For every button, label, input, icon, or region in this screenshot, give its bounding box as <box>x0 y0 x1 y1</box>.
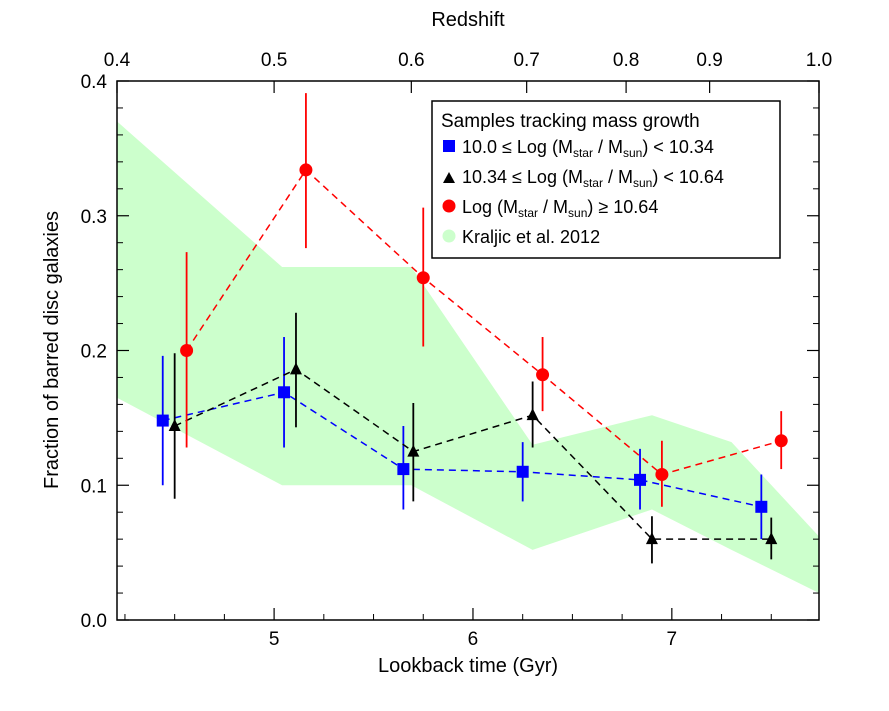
top-axis-title: Redshift <box>431 9 505 31</box>
data-point <box>645 532 658 545</box>
series-layer <box>156 93 788 564</box>
series-square <box>156 337 768 540</box>
data-point <box>289 362 302 375</box>
data-point <box>156 414 169 427</box>
legend-marker-triangle <box>443 172 455 183</box>
series-triangle <box>168 312 778 564</box>
data-point <box>180 344 194 357</box>
series-circle <box>180 93 788 507</box>
series-line <box>185 168 782 476</box>
y-tick-label: 0.4 <box>81 72 108 93</box>
data-point <box>536 368 550 382</box>
data-point <box>278 386 291 399</box>
top-tick-label: 0.4 <box>104 50 131 71</box>
x-tick-label: 6 <box>468 629 479 650</box>
y-tick-label: 0.2 <box>81 342 107 363</box>
legend-marker-band <box>442 229 456 243</box>
legend-title: Samples tracking mass growth <box>441 111 700 132</box>
top-tick-label: 1.0 <box>806 50 832 71</box>
data-point <box>397 463 410 476</box>
series-line <box>162 391 762 508</box>
top-tick-label: 0.9 <box>696 50 722 71</box>
data-point <box>416 271 430 285</box>
data-point <box>407 444 420 457</box>
data-point <box>526 408 539 421</box>
data-point <box>516 465 529 478</box>
top-tick-label: 0.8 <box>613 50 639 71</box>
legend: Samples tracking mass growth 10.0 ≤ Log … <box>431 100 781 259</box>
axis-ticks: 5 6 7 0.0 0.1 0.2 0.3 0.40.4 0.5 0.6 0.7 0.8 0.9 1.0 <box>81 50 833 650</box>
x-axis-title: Lookback time (Gyr) <box>378 655 558 677</box>
data-point <box>774 434 788 448</box>
x-tick-label: 5 <box>269 629 280 650</box>
legend-entry-band: Kraljic et al. 2012 <box>462 227 600 247</box>
data-point <box>168 418 181 431</box>
data-point <box>765 532 778 545</box>
plot-frame <box>116 80 820 621</box>
y-axis-title: Fraction of barred disc galaxies <box>41 211 63 489</box>
legend-entry-black: 10.34 ≤ Log (Mstar / Msun) < 10.64 <box>462 167 724 190</box>
data-point <box>634 473 647 486</box>
top-tick-label: 0.6 <box>398 50 424 71</box>
legend-box <box>431 100 781 259</box>
legend-marker-circle <box>442 199 456 213</box>
y-tick-label: 0.3 <box>81 207 107 228</box>
data-point <box>299 163 313 177</box>
y-tick-label: 0.1 <box>81 476 107 497</box>
x-tick-label: 7 <box>667 629 678 650</box>
legend-entry-red: Log (Mstar / Msun) ≥ 10.64 <box>462 197 658 220</box>
data-point <box>755 500 768 513</box>
top-tick-label: 0.5 <box>261 50 287 71</box>
y-tick-label: 0.0 <box>81 611 107 632</box>
legend-entry-blue: 10.0 ≤ Log (Mstar / Msun) < 10.34 <box>462 137 714 160</box>
series-line <box>174 368 772 540</box>
top-tick-label: 0.7 <box>513 50 539 71</box>
data-point <box>655 467 669 481</box>
legend-marker-square <box>443 140 455 152</box>
